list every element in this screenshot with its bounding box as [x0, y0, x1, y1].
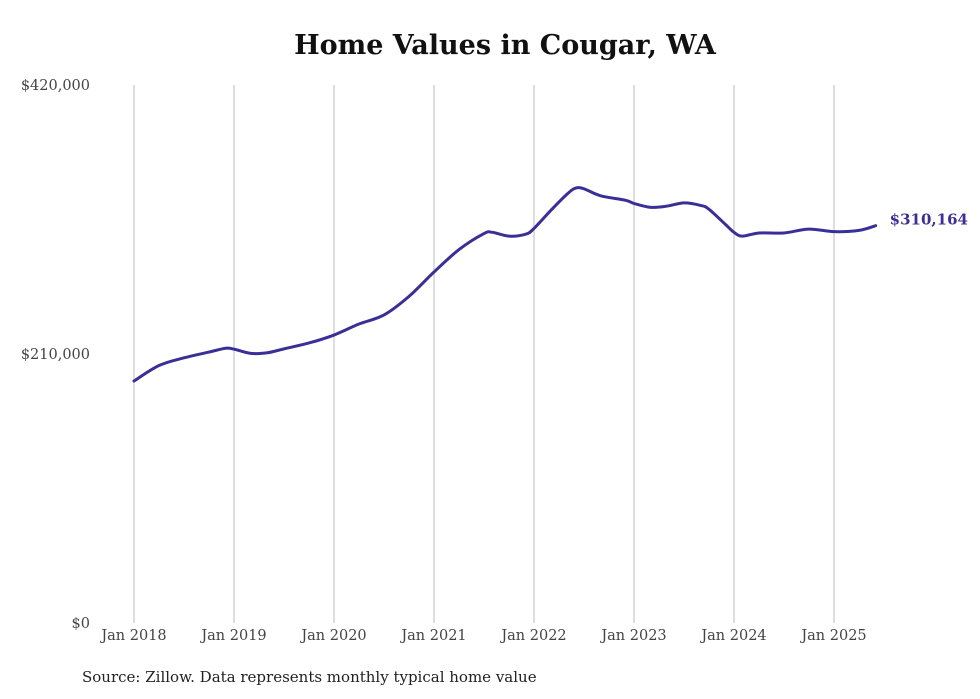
x-tick-label: Jan 2020	[299, 628, 366, 644]
y-tick-label: $0	[72, 616, 90, 632]
x-tick-label: Jan 2022	[499, 628, 566, 644]
x-tick-label: Jan 2024	[699, 628, 766, 644]
x-tick-label: Jan 2019	[199, 628, 266, 644]
chart-title: Home Values in Cougar, WA	[294, 30, 716, 61]
x-tick-label: Jan 2023	[599, 628, 666, 644]
x-tick-label: Jan 2018	[99, 628, 166, 644]
x-tick-label: Jan 2025	[799, 628, 866, 644]
end-value-label: $310,164	[890, 211, 968, 229]
series-line	[132, 186, 878, 383]
x-tick-label: Jan 2021	[399, 628, 466, 644]
y-tick-label: $210,000	[21, 347, 90, 363]
source-note: Source: Zillow. Data represents monthly …	[82, 668, 537, 686]
y-tick-label: $420,000	[21, 78, 90, 94]
